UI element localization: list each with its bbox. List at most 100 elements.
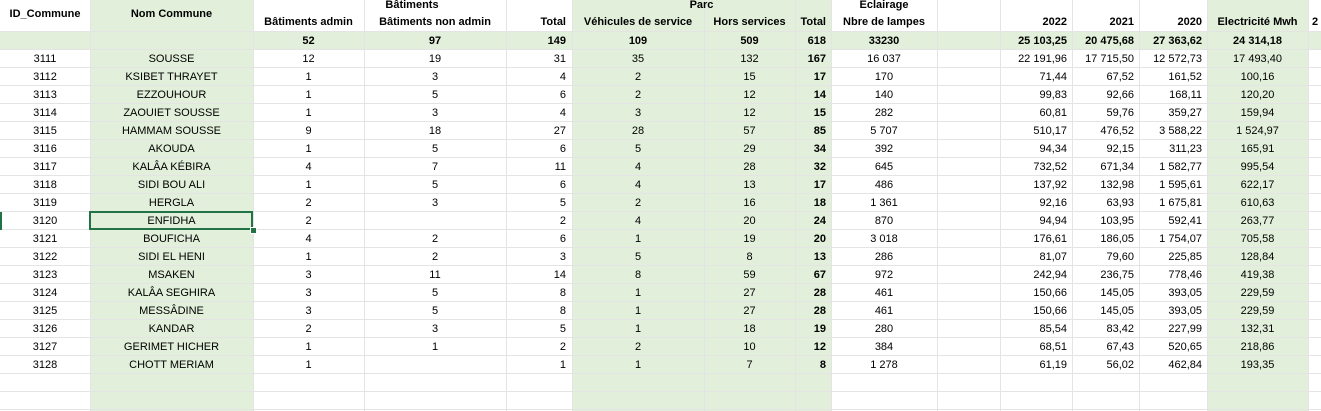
cell-id[interactable]: 3122 <box>32 251 58 263</box>
cell-elec[interactable]: 419,38 <box>1240 269 1275 281</box>
cell-ba[interactable]: 9 <box>305 125 312 137</box>
total-batiments-non-admin[interactable]: 97 <box>428 35 442 47</box>
header-batiments-non-admin[interactable]: Bâtiments non admin <box>379 16 491 28</box>
cell-ba[interactable]: 4 <box>305 233 312 245</box>
cell-nom[interactable]: MESSÂDINE <box>139 305 204 317</box>
total-batiments-admin[interactable]: 52 <box>302 35 315 47</box>
cell-ba[interactable]: 3 <box>305 287 312 299</box>
cell-id[interactable]: 3127 <box>32 341 58 353</box>
cell-nom[interactable]: SIDI BOU ALI <box>137 179 206 191</box>
header-batiments-total[interactable]: Total <box>540 16 566 28</box>
cell-id[interactable]: 3121 <box>32 233 58 245</box>
cell-bna[interactable]: 7 <box>431 161 439 173</box>
cell-hs[interactable]: 7 <box>746 359 753 371</box>
cell-hs[interactable]: 19 <box>743 233 756 245</box>
cell-elec[interactable]: 165,91 <box>1240 143 1275 155</box>
cell-vs[interactable]: 28 <box>631 125 645 137</box>
cell-vs[interactable]: 4 <box>634 215 642 227</box>
cell-ba[interactable]: 1 <box>305 341 312 353</box>
cell-bna[interactable]: 2 <box>431 251 439 263</box>
cell-hs[interactable]: 10 <box>743 341 756 353</box>
cell-nom[interactable]: MSAKEN <box>148 269 195 281</box>
header-group-eclairage[interactable]: Eclairage <box>859 0 909 11</box>
cell-y2021[interactable]: 132,98 <box>1100 179 1134 191</box>
cell-y2020[interactable]: 520,65 <box>1168 341 1202 353</box>
cell-id[interactable]: 3113 <box>33 89 57 101</box>
cell-y2022[interactable]: 242,94 <box>1033 269 1067 281</box>
cell-y2020[interactable]: 311,23 <box>1169 143 1202 155</box>
cell-y2021[interactable]: 79,60 <box>1106 251 1134 263</box>
cell-y2020[interactable]: 778,46 <box>1168 269 1202 281</box>
header-nom-commune[interactable]: Nom Commune <box>130 8 213 20</box>
cell-y2022[interactable]: 81,07 <box>1039 251 1067 263</box>
cell-ba[interactable]: 1 <box>305 359 312 371</box>
cell-y2022[interactable]: 176,61 <box>1033 233 1067 245</box>
cell-hs[interactable]: 28 <box>743 161 756 173</box>
cell-y2022[interactable]: 61,19 <box>1039 359 1067 371</box>
cell-bt[interactable]: 14 <box>553 269 566 281</box>
cell-y2021[interactable]: 83,42 <box>1106 323 1134 335</box>
cell-y2020[interactable]: 227,99 <box>1168 323 1202 335</box>
cell-ba[interactable]: 2 <box>305 197 312 209</box>
cell-bt[interactable]: 11 <box>554 161 566 173</box>
total-2020[interactable]: 27 363,62 <box>1153 35 1202 47</box>
header-hors-services[interactable]: Hors services <box>713 16 786 28</box>
cell-bt[interactable]: 6 <box>559 89 566 101</box>
cell-y2022[interactable]: 137,92 <box>1033 179 1067 191</box>
cell-vs[interactable]: 2 <box>634 197 642 209</box>
cell-ba[interactable]: 2 <box>305 323 312 335</box>
cell-y2020[interactable]: 3 588,22 <box>1159 125 1202 137</box>
header-group-parc[interactable]: Parc <box>689 0 714 11</box>
cell-nom[interactable]: KALÂA SEGHIRA <box>127 287 216 299</box>
header-nbre-lampes[interactable]: Nbre de lampes <box>843 16 925 28</box>
cell-lampes[interactable]: 1 361 <box>870 197 898 209</box>
cell-elec[interactable]: 610,63 <box>1240 197 1275 209</box>
total-parc-total[interactable]: 618 <box>807 35 826 47</box>
cell-pt[interactable]: 32 <box>813 161 826 173</box>
cell-bna[interactable] <box>364 356 506 374</box>
cell-bna[interactable]: 19 <box>428 53 442 65</box>
cell-bt[interactable]: 8 <box>559 305 566 317</box>
cell-nom[interactable]: BOUFICHA <box>143 233 200 245</box>
cell-vs[interactable]: 2 <box>634 341 642 353</box>
header-vehicules-service[interactable]: Véhicules de service <box>583 16 693 28</box>
cell-lampes[interactable]: 461 <box>874 287 894 299</box>
cell-nom[interactable]: HAMMAM SOUSSE <box>121 125 221 137</box>
cell-elec[interactable]: 229,59 <box>1240 287 1275 299</box>
cell-lampes[interactable]: 280 <box>874 323 894 335</box>
cell-elec[interactable]: 622,17 <box>1240 179 1275 191</box>
cell-vs[interactable]: 1 <box>634 305 642 317</box>
cell-pt[interactable]: 28 <box>813 305 826 317</box>
cell-nom[interactable]: KALÂA KÉBIRA <box>132 161 211 173</box>
cell-bna[interactable]: 3 <box>431 71 439 83</box>
cell-elec[interactable]: 17 493,40 <box>1233 53 1282 65</box>
cell-lampes[interactable]: 384 <box>874 341 894 353</box>
cell-ba[interactable]: 1 <box>305 143 312 155</box>
cell-ba[interactable]: 4 <box>305 161 312 173</box>
cell-elec[interactable]: 100,16 <box>1240 71 1275 83</box>
cell-y2021[interactable]: 236,75 <box>1100 269 1134 281</box>
cell-ba[interactable]: 12 <box>302 53 315 65</box>
cell-y2020[interactable]: 1 595,61 <box>1159 179 1202 191</box>
cell-bna[interactable]: 1 <box>431 341 439 353</box>
cell-id[interactable]: 3124 <box>32 287 58 299</box>
cell-id[interactable]: 3115 <box>33 125 57 137</box>
cell-y2020[interactable]: 592,41 <box>1168 215 1202 227</box>
cell-bt[interactable]: 31 <box>553 53 566 65</box>
cell-bt[interactable]: 3 <box>559 251 566 263</box>
cell-bt[interactable]: 1 <box>559 359 566 371</box>
cell-lampes[interactable]: 16 037 <box>867 53 901 65</box>
cell-y2020[interactable]: 12 572,73 <box>1153 53 1202 65</box>
cell-id[interactable]: 3112 <box>33 71 57 83</box>
cell-hs[interactable]: 27 <box>743 287 756 299</box>
cell-ba[interactable]: 3 <box>305 269 312 281</box>
cell-id[interactable]: 3120 <box>32 215 58 227</box>
cell-id[interactable]: 3111 <box>33 53 57 65</box>
cell-id[interactable]: 3114 <box>33 107 57 119</box>
cell-y2021[interactable]: 476,52 <box>1100 125 1134 137</box>
cell-vs[interactable]: 1 <box>634 359 642 371</box>
cell-y2022[interactable]: 94,34 <box>1039 143 1067 155</box>
cell-id[interactable]: 3118 <box>33 179 57 191</box>
cell-hs[interactable]: 59 <box>743 269 756 281</box>
cell-vs[interactable]: 5 <box>634 251 642 263</box>
